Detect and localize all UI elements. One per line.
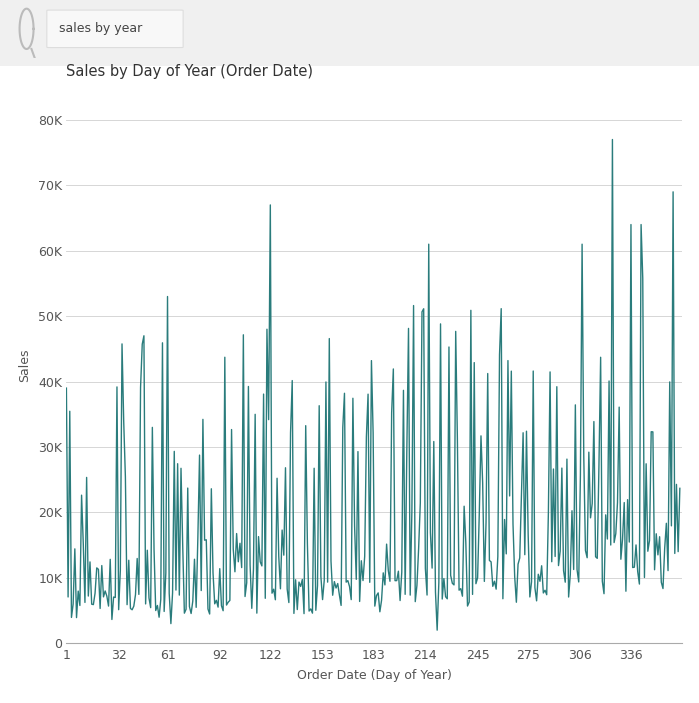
FancyBboxPatch shape <box>47 10 183 48</box>
X-axis label: Order Date (Day of Year): Order Date (Day of Year) <box>296 669 452 682</box>
Text: Sales by Day of Year (Order Date): Sales by Day of Year (Order Date) <box>66 64 313 79</box>
Text: sales by year: sales by year <box>59 22 142 35</box>
Y-axis label: Sales: Sales <box>18 349 31 382</box>
